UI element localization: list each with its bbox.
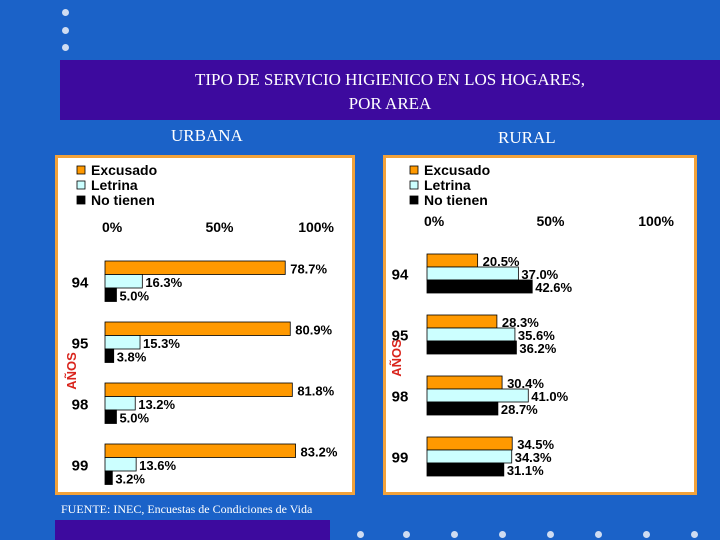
year-label: 94 [392,267,409,284]
legend-swatch-no-tienen [76,195,86,205]
y-axis-title: AÑOS [64,352,79,390]
data-label-excusado: 30.4% [507,376,544,391]
data-label-excusado: 20.5% [483,254,520,269]
legend-label-letrina: Letrina [91,177,138,193]
bullet-dot [62,44,69,51]
bar-excusado [426,436,513,451]
data-label-excusado: 78.7% [290,262,327,277]
year-label: 94 [72,274,89,291]
bar-no-tienen [426,340,517,355]
year-label: 99 [72,457,89,474]
legend-swatch-excusado [409,165,419,175]
year-label: 98 [392,389,409,406]
rural-chart-panel: Excusado Letrina No tienen 0% 50% 100% AÑOS 94 2… [383,155,697,495]
data-label-letrina: 37.0% [521,267,558,282]
bar-no-tienen [104,287,117,302]
bar-no-tienen [426,279,533,294]
data-label-no-tienen: 5.0% [119,289,149,304]
bullet-dot [357,531,364,538]
data-label-no-tienen: 28.7% [501,402,538,417]
data-label-letrina: 16.3% [145,275,182,290]
year-label: 95 [72,335,89,352]
bar-excusado [104,260,286,275]
bullet-dot [62,9,69,16]
bar-letrina [104,396,136,411]
legend-swatch-letrina [76,180,86,190]
data-label-letrina: 13.2% [138,397,175,412]
data-label-no-tienen: 3.2% [115,472,145,487]
bar-excusado [104,321,291,336]
x-tick-label: 50% [536,213,565,229]
bar-no-tienen [426,401,499,416]
bar-no-tienen [104,348,115,363]
data-label-no-tienen: 36.2% [519,341,556,356]
data-label-letrina: 34.3% [515,450,552,465]
bullet-dot [691,531,698,538]
year-label: 99 [392,450,409,467]
bar-no-tienen [104,409,117,424]
data-label-letrina: 41.0% [531,389,568,404]
data-label-letrina: 35.6% [518,328,555,343]
legend-label-no-tienen: No tienen [424,192,488,208]
data-label-excusado: 80.9% [295,323,332,338]
legend-label-excusado: Excusado [91,162,157,178]
data-label-no-tienen: 42.6% [535,280,572,295]
legend-label-letrina: Letrina [424,177,471,193]
slide-title-line1: TIPO DE SERVICIO HIGIENICO EN LOS HOGARE… [194,70,586,89]
bar-excusado [104,443,296,458]
bullet-dot [643,531,650,538]
legend-swatch-no-tienen [409,195,419,205]
year-label: 98 [72,396,89,413]
legend-label-no-tienen: No tienen [91,192,155,208]
bar-letrina [426,388,529,403]
bar-no-tienen [104,470,113,485]
data-label-no-tienen: 5.0% [119,411,149,426]
data-label-no-tienen: 3.8% [117,350,147,365]
source-note: FUENTE: INEC, Encuestas de Condiciones d… [61,502,313,516]
urbana-chart-panel: Excusado Letrina No tienen 0% 50% 100% AÑOS 94 7… [55,155,355,495]
footer-bar [55,520,330,540]
bar-letrina [104,274,143,289]
bullet-dot [451,531,458,538]
bullet-dot [547,531,554,538]
bar-letrina [426,266,519,281]
bullet-dot [499,531,506,538]
legend-swatch-letrina [409,180,419,190]
x-tick-label: 0% [424,213,445,229]
data-label-excusado: 28.3% [502,315,539,330]
bar-no-tienen [426,462,505,477]
bullet-dot [595,531,602,538]
x-tick-label: 100% [638,213,674,229]
x-tick-label: 100% [298,219,334,235]
data-label-letrina: 13.6% [139,458,176,473]
bar-excusado [426,314,498,329]
bullet-dot [403,531,410,538]
legend-label-excusado: Excusado [424,162,490,178]
data-label-excusado: 83.2% [301,445,338,460]
bar-letrina [426,449,513,464]
bar-excusado [426,253,479,268]
data-label-letrina: 15.3% [143,336,180,351]
bar-excusado [104,382,293,397]
bar-excusado [426,375,503,390]
bar-letrina [104,457,137,472]
rural-subtitle: RURAL [498,128,556,147]
y-axis-title: AÑOS [389,339,404,377]
year-label: 95 [392,328,409,345]
title-bar: TIPO DE SERVICIO HIGIENICO EN LOS HOGARE… [60,60,720,120]
bar-letrina [426,327,516,342]
legend-swatch-excusado [76,165,86,175]
urbana-subtitle: URBANA [171,126,243,145]
data-label-excusado: 81.8% [297,384,334,399]
bullet-dot [62,27,69,34]
bar-letrina [104,335,141,350]
x-tick-label: 0% [102,219,123,235]
data-label-excusado: 34.5% [517,437,554,452]
slide-title-line2: POR AREA [348,94,432,113]
data-label-no-tienen: 31.1% [507,463,544,478]
x-tick-label: 50% [205,219,234,235]
